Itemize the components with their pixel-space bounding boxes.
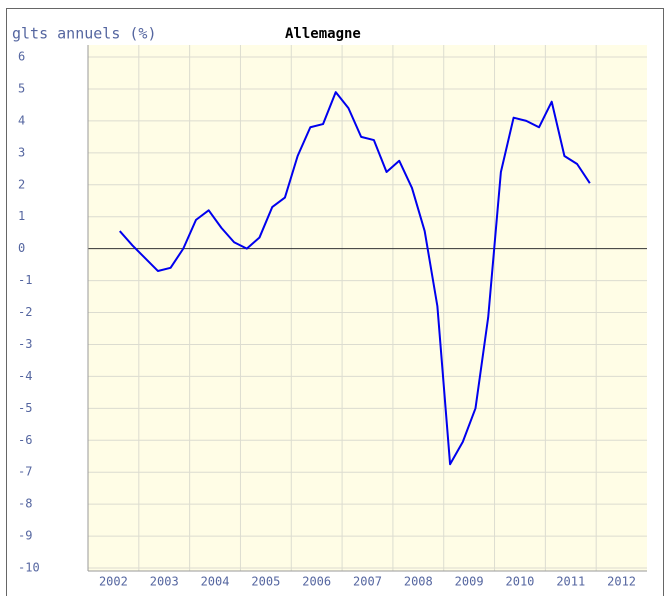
y-tick-label: 3 bbox=[18, 145, 25, 159]
x-tick-label: 2002 bbox=[99, 575, 128, 589]
x-tick-label: 2009 bbox=[455, 575, 484, 589]
y-tick-label: 0 bbox=[18, 241, 25, 255]
y-tick-label: -5 bbox=[18, 401, 32, 415]
y-tick-label: 2 bbox=[18, 177, 25, 191]
y-tick-label: -8 bbox=[18, 497, 32, 511]
y-tick-label: -10 bbox=[18, 561, 40, 575]
plot-area bbox=[88, 45, 647, 571]
y-tick-label: 6 bbox=[18, 50, 25, 64]
y-tick-label: -6 bbox=[18, 433, 32, 447]
x-tick-label: 2007 bbox=[353, 575, 382, 589]
y-tick-label: -1 bbox=[18, 273, 32, 287]
y-tick-label: -9 bbox=[18, 529, 32, 543]
chart-subtitle: Allemagne bbox=[285, 26, 361, 42]
x-tick-label: 2011 bbox=[556, 575, 585, 589]
x-tick-label: 2005 bbox=[251, 575, 280, 589]
chart-title: glts annuels (%) bbox=[12, 25, 157, 43]
y-tick-label: 4 bbox=[18, 113, 25, 127]
y-tick-label: -2 bbox=[18, 305, 32, 319]
y-tick-label: -3 bbox=[18, 337, 32, 351]
y-tick-label: -7 bbox=[18, 465, 32, 479]
y-tick-label: 1 bbox=[18, 209, 25, 223]
data-line bbox=[119, 91, 591, 466]
y-tick-label: 5 bbox=[18, 81, 25, 95]
y-tick-label: -4 bbox=[18, 369, 32, 383]
x-tick-label: 2004 bbox=[201, 575, 230, 589]
x-tick-label: 2003 bbox=[150, 575, 179, 589]
x-tick-label: 2012 bbox=[607, 575, 636, 589]
x-tick-label: 2008 bbox=[404, 575, 433, 589]
x-tick-label: 2006 bbox=[302, 575, 331, 589]
x-tick-label: 2010 bbox=[506, 575, 535, 589]
